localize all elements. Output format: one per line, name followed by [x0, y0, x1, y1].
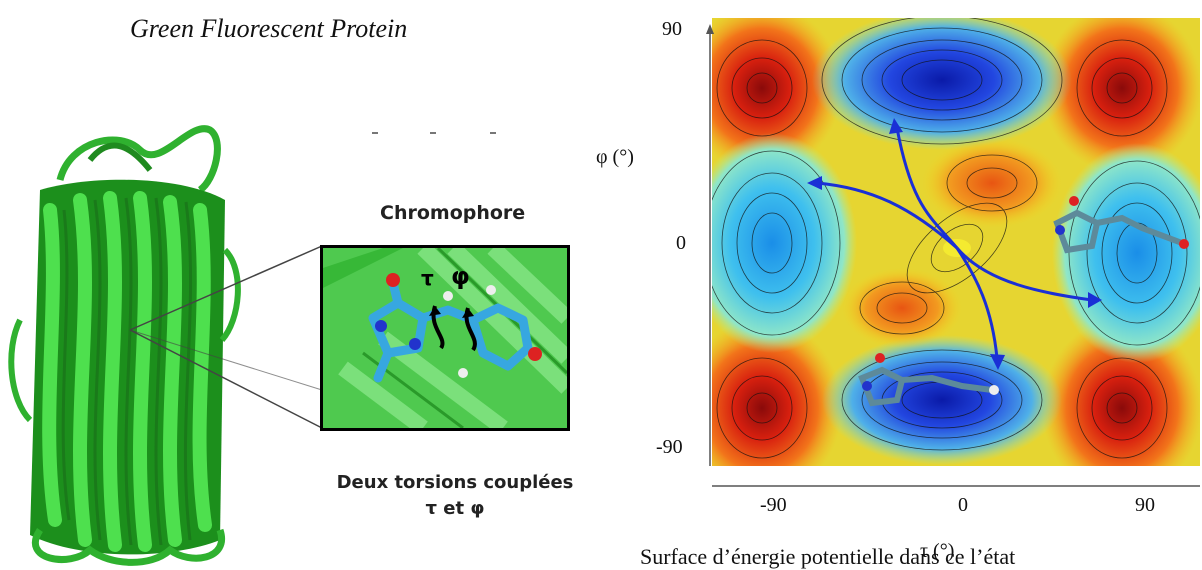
y-tick-label: -90 — [656, 436, 683, 458]
x-tick-label: 90 — [1135, 494, 1155, 516]
y-axis-label: φ (°) — [596, 146, 634, 168]
protein-ribbon-illustration — [8, 125, 241, 566]
energy-surface-map — [712, 18, 1200, 466]
y-tick-label: 90 — [662, 18, 682, 40]
torsion-caption-line2: τ et φ — [425, 498, 485, 519]
decorative-dash — [430, 132, 436, 134]
x-tick-label: 0 — [958, 494, 968, 516]
molecule-bottom — [858, 366, 995, 407]
torsion-caption: Deux torsions couplées τ et φ — [315, 470, 595, 522]
chromophore-label: Chromophore — [380, 202, 526, 224]
zoom-lines — [129, 245, 323, 429]
y-tick-label: 0 — [676, 232, 686, 254]
chromophore-inset: τ φ — [320, 245, 570, 431]
tau-symbol: τ — [421, 266, 434, 290]
x-tick-label: -90 — [760, 494, 787, 516]
phi-symbol: φ — [451, 262, 470, 290]
map-caption: Surface d’énergie potentielle dans ce l’… — [640, 544, 1016, 569]
x-axis-label: τ (°) — [920, 540, 955, 562]
decorative-dash — [372, 132, 378, 134]
torsion-caption-line1: Deux torsions couplées — [336, 472, 574, 493]
molecule-right — [1053, 209, 1185, 254]
decorative-dash — [490, 132, 496, 134]
chromophore-molecule — [323, 248, 567, 428]
x-axis-line — [712, 485, 1200, 487]
figure-title: Green Fluorescent Protein — [130, 14, 408, 43]
map-axes — [706, 24, 714, 466]
